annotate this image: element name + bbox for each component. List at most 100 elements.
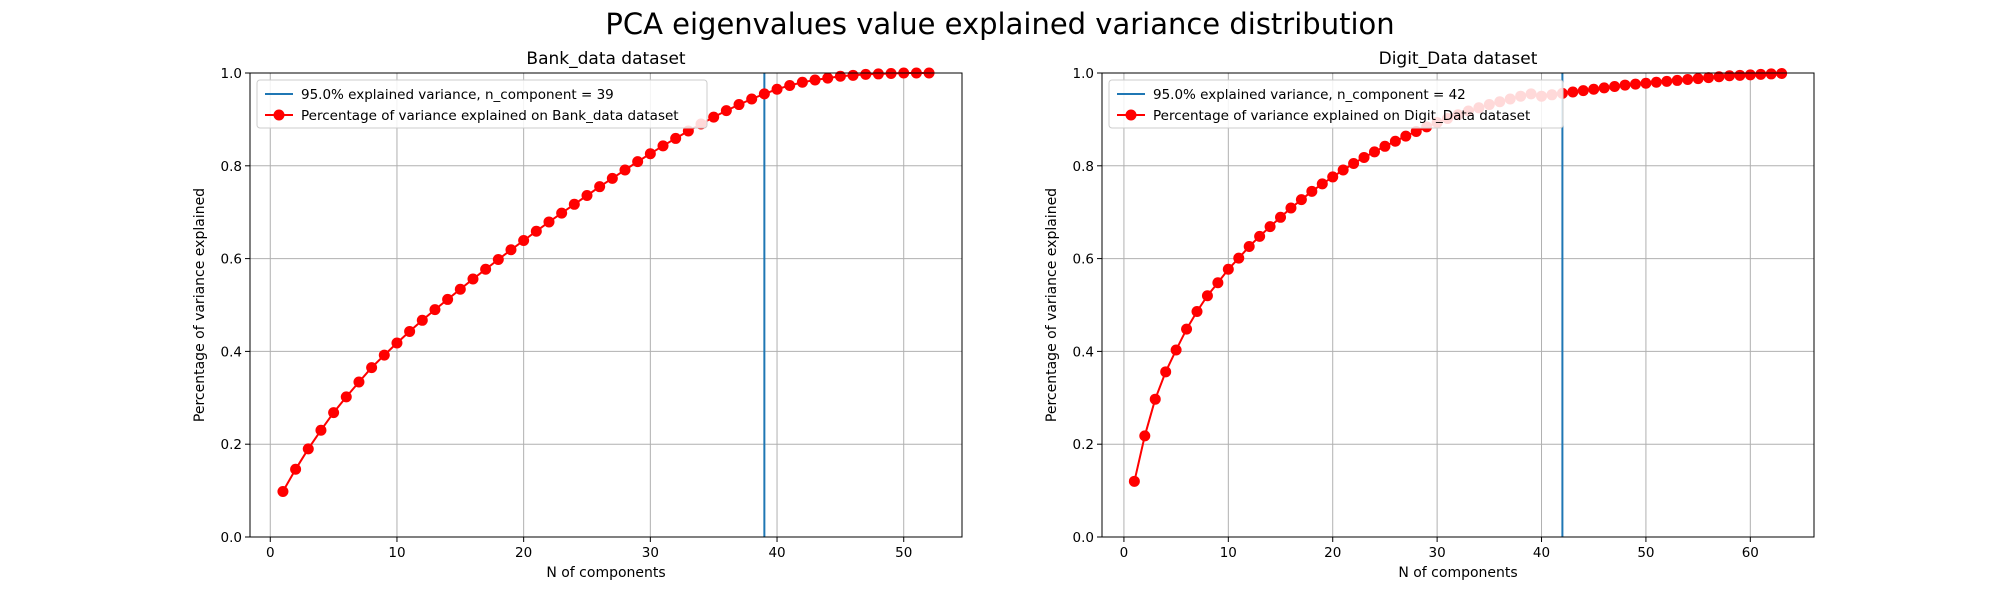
data-point — [581, 189, 593, 201]
data-point — [416, 314, 428, 326]
x-tick-label: 10 — [1220, 545, 1237, 561]
data-point — [1285, 202, 1297, 214]
data-point — [543, 216, 555, 228]
data-point — [809, 74, 821, 86]
data-point — [1671, 74, 1683, 86]
y-tick-label: 1.0 — [1073, 66, 1094, 82]
x-tick-label: 0 — [1120, 545, 1129, 561]
data-point — [670, 132, 682, 144]
data-point — [834, 70, 846, 82]
data-point — [1609, 80, 1621, 92]
x-tick-label: 20 — [1324, 545, 1341, 561]
data-point — [290, 463, 302, 475]
data-point — [492, 254, 504, 266]
data-point — [1734, 69, 1746, 81]
data-point — [1650, 76, 1662, 88]
data-point — [1379, 140, 1391, 152]
data-point — [847, 69, 859, 81]
data-point — [1682, 73, 1694, 85]
y-axis-label: Percentage of variance explained — [192, 188, 208, 422]
legend-label-threshold: 95.0% explained variance, n_component = … — [301, 87, 614, 103]
data-point — [1337, 164, 1349, 176]
axes-frame — [249, 72, 963, 538]
x-tick-label: 40 — [1533, 545, 1550, 561]
data-point — [708, 111, 720, 123]
legend-label-threshold: 95.0% explained variance, n_component = … — [1153, 87, 1466, 103]
data-point — [1149, 393, 1161, 405]
data-point — [1723, 70, 1735, 82]
data-point — [1139, 430, 1151, 442]
data-point — [1348, 157, 1360, 169]
data-point — [315, 424, 327, 436]
subplots: 0 10 20 30 40 50 0.0 0.2 0.4 0.6 0.8 1.0 Bank_data d… — [192, 49, 1815, 581]
data-point — [1577, 85, 1589, 97]
legend-label-series: Percentage of variance explained on Digi… — [1153, 108, 1530, 124]
chart-title: Bank_data dataset — [526, 49, 686, 69]
data-point — [1264, 221, 1276, 233]
data-point — [480, 263, 492, 275]
x-tick-label: 0 — [266, 545, 275, 561]
data-point — [1400, 130, 1412, 142]
x-tick-label: 50 — [1637, 545, 1654, 561]
data-point — [1588, 83, 1600, 95]
data-point — [302, 443, 314, 455]
data-point — [1295, 194, 1307, 206]
data-point — [1410, 125, 1422, 137]
data-point — [1368, 146, 1380, 158]
data-point — [277, 486, 289, 498]
x-tick-label: 20 — [515, 545, 532, 561]
data-point — [1201, 290, 1213, 302]
data-point — [1765, 68, 1777, 80]
data-point — [606, 172, 618, 184]
y-tick-label: 1.0 — [221, 66, 242, 82]
data-point — [1692, 73, 1704, 85]
data-point — [505, 244, 517, 256]
legend-box — [1108, 79, 1564, 129]
data-point — [758, 88, 770, 100]
data-point — [1306, 185, 1318, 197]
data-point — [733, 99, 745, 111]
data-point — [860, 68, 872, 80]
data-point — [1170, 344, 1182, 356]
data-point — [1567, 86, 1579, 98]
legend-box — [256, 79, 708, 129]
data-point — [1389, 135, 1401, 147]
chart-panel: 0 10 20 30 40 50 0.0 0.2 0.4 0.6 0.8 1.0 Bank_data d… — [192, 49, 963, 581]
y-tick-label: 0.0 — [1073, 530, 1094, 546]
legend-marker-series — [273, 109, 285, 121]
legend: 95.0% explained variance, n_component = … — [1108, 79, 1564, 129]
data-point — [1233, 252, 1245, 264]
data-point — [1640, 77, 1652, 89]
y-tick-label: 0.4 — [221, 344, 242, 360]
legend: 95.0% explained variance, n_component = … — [256, 79, 708, 129]
x-tick-label: 30 — [642, 545, 659, 561]
data-point — [1327, 171, 1339, 183]
data-point — [442, 293, 454, 305]
data-point — [1316, 178, 1328, 190]
chart-title: Digit_Data dataset — [1379, 49, 1538, 69]
y-tick-label: 0.6 — [221, 252, 242, 268]
data-point — [1254, 230, 1266, 242]
data-point — [556, 207, 568, 219]
data-point — [530, 225, 542, 237]
series-line — [1133, 72, 1782, 482]
x-tick-label: 60 — [1742, 545, 1759, 561]
data-point — [1212, 277, 1224, 289]
data-point — [1755, 68, 1767, 80]
y-tick-label: 0.4 — [1073, 344, 1094, 360]
y-tick-label: 0.2 — [1073, 437, 1094, 453]
data-point — [1222, 263, 1234, 275]
data-point — [720, 105, 732, 117]
data-point — [872, 68, 884, 80]
data-point — [594, 181, 606, 193]
data-point — [353, 376, 365, 388]
data-point — [1703, 72, 1715, 84]
data-point — [657, 140, 669, 152]
data-point — [1598, 82, 1610, 94]
axes-frame — [1101, 72, 1815, 538]
data-point — [822, 72, 834, 84]
data-point — [1243, 241, 1255, 253]
data-point — [378, 349, 390, 361]
data-point — [1629, 78, 1641, 90]
x-tick-label: 50 — [895, 545, 912, 561]
